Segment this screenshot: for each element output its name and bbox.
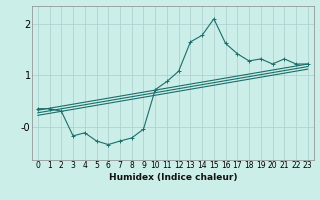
X-axis label: Humidex (Indice chaleur): Humidex (Indice chaleur) bbox=[108, 173, 237, 182]
